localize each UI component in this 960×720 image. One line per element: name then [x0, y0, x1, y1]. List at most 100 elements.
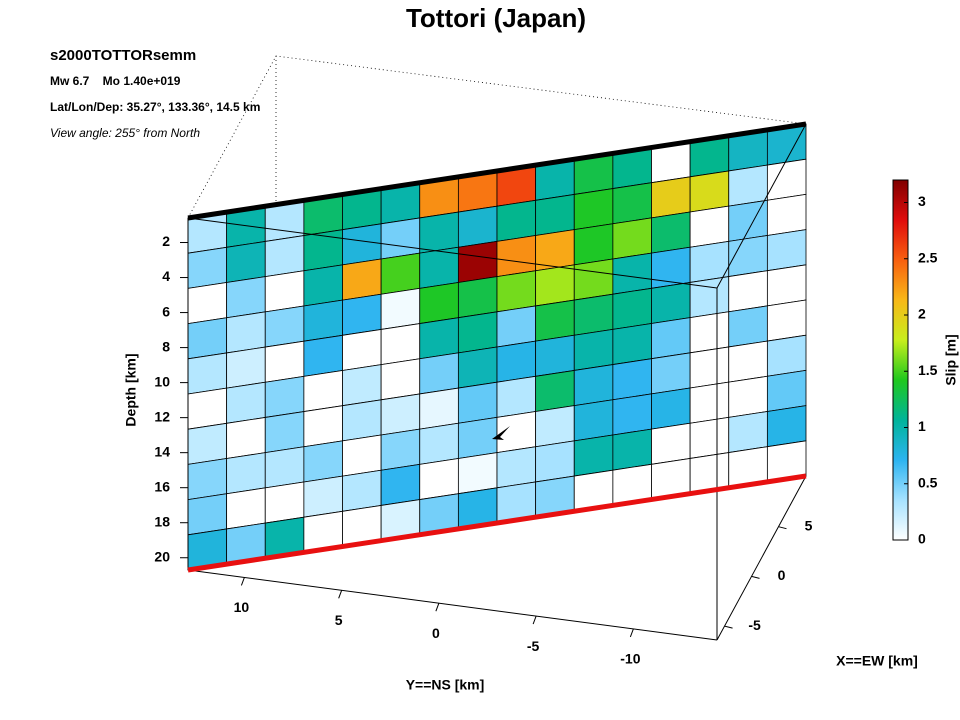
slip-cell: [419, 387, 459, 430]
slip-cell: [689, 276, 730, 319]
slip-cell: [689, 311, 730, 354]
slip-cell: [535, 334, 575, 377]
y-tick-label: -10: [620, 651, 640, 667]
colorbar-tick-label: 0: [918, 531, 926, 547]
slip-cell: [457, 346, 498, 389]
y-tick-label: 5: [335, 612, 343, 628]
slip-cell: [651, 176, 691, 219]
slip-cell: [226, 381, 266, 424]
slip-cell: [496, 305, 537, 348]
z-tick-label: 14: [154, 443, 170, 459]
slip-cell: [187, 317, 228, 360]
slip-cell: [226, 240, 266, 283]
y-tick: [629, 628, 634, 638]
slip-cell: [496, 446, 537, 489]
slip-cell: [187, 387, 228, 430]
slip-cell: [264, 375, 305, 418]
slip-cell: [380, 323, 421, 366]
slip-cell: [766, 264, 807, 307]
slip-cell: [573, 258, 614, 301]
slip-cell: [573, 293, 614, 336]
slip-cell: [612, 287, 652, 330]
slip-cell: [226, 276, 266, 319]
slip-cell: [689, 205, 730, 248]
slip-cell: [457, 276, 498, 319]
z-tick-label: 10: [154, 373, 170, 389]
colorbar-tick-label: 2: [918, 306, 926, 322]
slip-cell: [187, 352, 228, 395]
slip-cell: [303, 370, 343, 413]
slip-cell: [535, 440, 575, 483]
slip-cell: [689, 416, 730, 459]
slip-cell: [573, 188, 614, 231]
slip-cell: [264, 235, 305, 278]
slip-cell: [342, 223, 382, 266]
slip-cell: [728, 375, 768, 418]
slip-cell: [380, 217, 421, 260]
slip-cell: [496, 375, 537, 418]
slip-cell: [457, 240, 498, 283]
slip-cell: [187, 282, 228, 325]
z-tick-label: 16: [154, 478, 170, 494]
slip-cell: [419, 211, 459, 254]
z-tick-label: 2: [162, 233, 170, 249]
slip-cell: [457, 311, 498, 354]
axes-front: [187, 121, 807, 641]
slip-cell: [264, 446, 305, 489]
slip-cell: [226, 416, 266, 459]
slip-cell: [496, 270, 537, 313]
fault-top: [187, 121, 807, 221]
slip-cell: [496, 235, 537, 278]
slip-cell: [651, 387, 691, 430]
z-tick-label: 8: [162, 338, 170, 354]
slip-cell: [573, 434, 614, 477]
slip-cell: [535, 369, 575, 412]
chart-title: Tottori (Japan): [406, 3, 586, 33]
x-tick: [724, 625, 733, 629]
slip-cell: [419, 422, 459, 465]
slip-cell: [573, 399, 614, 442]
slip-cell: [535, 405, 575, 448]
slip-cell: [766, 369, 807, 412]
colorbar-tick-label: 1.5: [918, 362, 938, 378]
slip-cell: [419, 458, 459, 501]
slip-cell: [689, 381, 730, 424]
slip-cell: [380, 287, 421, 330]
colorbar: [892, 179, 909, 541]
slip-cell: [187, 458, 228, 501]
slip-cell: [689, 170, 730, 213]
slip-cell: [651, 211, 691, 254]
slip-cell: [496, 199, 537, 242]
z-tick-label: 4: [162, 268, 170, 284]
slip-cell: [496, 340, 537, 383]
y-tick-label: -5: [527, 638, 540, 654]
slip-cell: [342, 293, 382, 336]
slip-cell: [342, 258, 382, 301]
z-axis-label: Depth [km]: [123, 353, 139, 426]
slip-cell: [612, 323, 652, 366]
slip-cell: [419, 282, 459, 325]
x-tick-label: -5: [748, 617, 761, 633]
slip-cell: [612, 252, 652, 295]
slip-cell: [612, 428, 652, 471]
slip-cell: [535, 299, 575, 342]
slip-cell: [303, 264, 343, 307]
slip-cell: [303, 334, 343, 377]
slip-cell: [457, 416, 498, 459]
slip-cell: [226, 452, 266, 495]
box-edge: [716, 123, 807, 289]
colorbar-tick-label: 0.5: [918, 474, 938, 490]
box-edge: [187, 217, 718, 289]
magnitude: Mw 6.7 Mo 1.40e+019: [50, 74, 181, 88]
view-angle: View angle: 255° from North: [50, 126, 200, 140]
slip-cell: [342, 469, 382, 512]
fault-plane: [187, 123, 807, 571]
slip-cell: [573, 223, 614, 266]
z-tick-label: 6: [162, 303, 170, 319]
slip-cell: [535, 264, 575, 307]
colorbar-tick-label: 2.5: [918, 249, 938, 265]
slip-cell: [226, 311, 266, 354]
box-edge: [187, 569, 718, 641]
slip-cell: [612, 217, 652, 260]
slip-cell: [342, 399, 382, 442]
